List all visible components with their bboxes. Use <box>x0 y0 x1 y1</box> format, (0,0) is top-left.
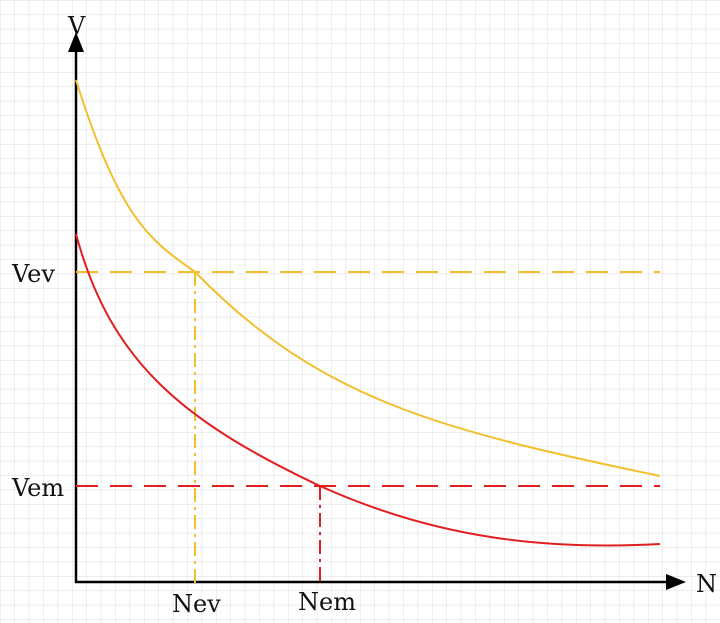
y-axis-label: V <box>67 12 86 40</box>
x-axis-arrowhead <box>666 574 686 590</box>
nev-label: Nev <box>172 590 221 618</box>
vev-label: Vev <box>11 260 55 288</box>
y-axis-arrowhead <box>68 32 84 52</box>
x-axis-label: N <box>696 570 717 598</box>
red-curve <box>75 233 661 547</box>
vem-label: Vem <box>11 474 64 502</box>
yellow-curve <box>75 79 661 477</box>
nem-label: Nem <box>298 588 356 616</box>
